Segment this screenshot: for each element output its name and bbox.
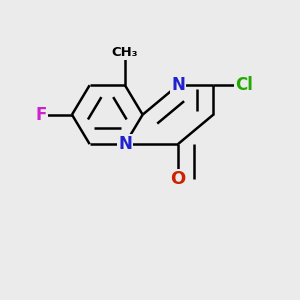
Text: N: N	[118, 135, 132, 153]
Text: F: F	[35, 106, 47, 124]
Text: CH₃: CH₃	[112, 46, 138, 59]
Text: Cl: Cl	[235, 76, 253, 94]
Text: O: O	[170, 170, 186, 188]
Text: N: N	[171, 76, 185, 94]
